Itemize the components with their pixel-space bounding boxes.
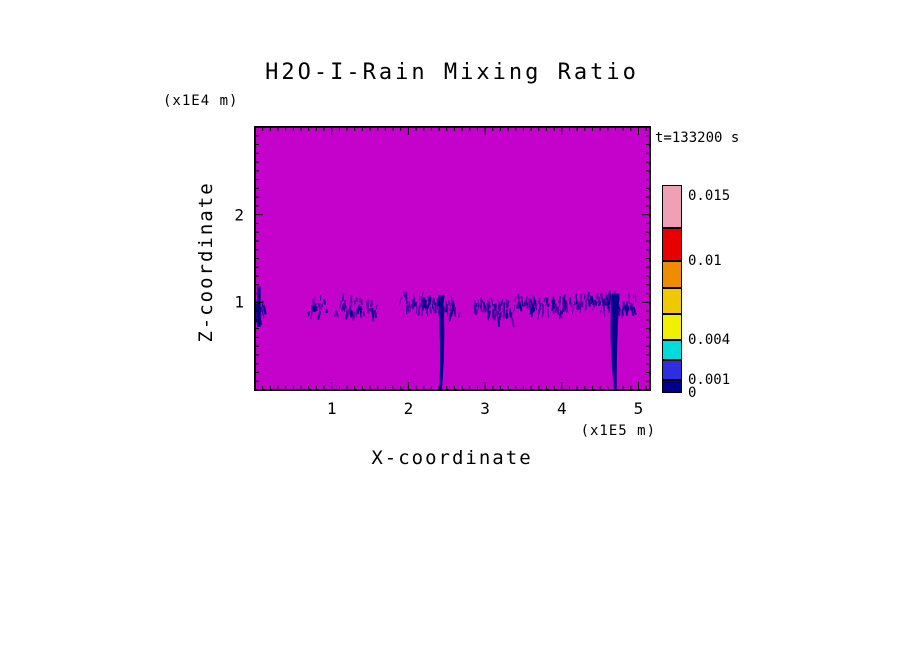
rain-fall-streak (438, 295, 445, 390)
colorbar-tick-label: 0.01 (688, 253, 722, 270)
z-tick-label: 1 (234, 292, 244, 312)
rain-features-layer (255, 286, 637, 390)
colorbar-segment (662, 228, 682, 262)
colorbar-segment (662, 314, 682, 341)
x-tick-label: 5 (633, 399, 644, 418)
x-axis-title: X-coordinate (371, 447, 533, 469)
x-tick-label: 2 (403, 399, 414, 418)
z-tick-label: 2 (234, 205, 244, 225)
axis-ticks (255, 127, 650, 390)
x-tick-label: 3 (480, 399, 490, 418)
z-axis-title: Z-coordinate (195, 181, 217, 343)
time-label: t=133200 s (655, 130, 740, 146)
heatmap-field (255, 127, 650, 390)
colorbar-segment (662, 287, 682, 314)
x-axis-unit-label: (x1E5 m) (580, 423, 656, 439)
z-axis-unit-label: (x1E4 m) (163, 93, 239, 109)
x-tick-label: 1 (326, 399, 337, 418)
x-tick-label: 4 (556, 399, 567, 418)
colorbar-segment (662, 261, 682, 288)
colorbar-segment (662, 185, 682, 229)
colorbar-tick-label: 0 (688, 385, 697, 401)
colorbar-tick-label: 0.015 (688, 187, 731, 204)
colorbar-tick-label: 0.004 (688, 332, 731, 349)
plot-title: H2O-I-Rain Mixing Ratio (265, 60, 639, 85)
rain-fall-streak (610, 293, 620, 390)
colorbar-tick-label: 0.001 (688, 371, 731, 388)
colorbar-segment (662, 360, 682, 380)
colorbar-segment (662, 379, 682, 393)
colorbar (662, 185, 682, 393)
colorbar-segment (662, 340, 682, 360)
